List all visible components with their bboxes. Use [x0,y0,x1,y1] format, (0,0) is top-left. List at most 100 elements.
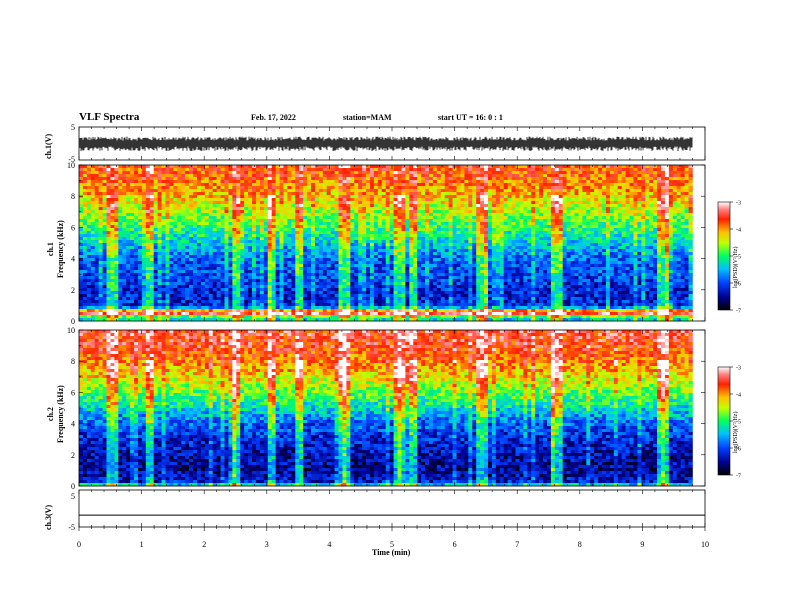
ch1-spectrogram-cell [381,174,387,178]
ch1-spectrogram-cell [330,210,335,214]
ch1-spectrogram-cell [452,270,457,274]
ch1-spectrogram-cell [259,288,265,292]
ch1-spectrogram-cell [275,180,280,184]
ch1-spectrogram-cell [448,276,453,280]
ch1-spectrogram-cell [263,297,269,301]
ch1-spectrogram-cell [421,258,426,262]
ch1-spectrogram-cell [114,273,119,277]
ch1-spectrogram-cell [185,186,190,190]
ch1-spectrogram-cell [137,165,143,169]
ch1-spectrogram-cell [224,243,229,247]
ch1-spectrogram-cell [196,228,202,232]
ch1-spectrogram-cell [440,243,446,247]
ch1-spectrogram-cell [232,240,237,244]
ch1-spectrogram-cell [409,222,414,226]
ch1-spectrogram-cell [216,213,221,217]
ch1-spectrogram-cell [134,255,139,259]
ch1-spectrogram-cell [102,222,107,226]
ch1-spectrogram-cell [381,210,387,214]
ch1-spectrogram-cell [208,294,213,298]
ch1-spectrogram-cell [185,177,190,181]
ch1-spectrogram-cell [244,276,249,280]
ch1-spectrogram-cell [393,291,398,295]
ch1-spectrogram-cell [212,237,217,241]
ch1-spectrogram-cell [149,318,155,322]
ch1-spectrogram-cell [275,177,280,181]
ch1-spectrogram-cell [244,249,249,253]
ch1-spectrogram-cell [255,288,261,292]
ch1-spectrogram-cell [102,246,107,250]
ch1-spectrogram-cell [311,174,316,178]
ch1-spectrogram-cell [90,201,96,205]
ch1-spectrogram-cell [283,225,288,229]
ch1-spectrogram-cell [318,255,324,259]
ch1-spectrogram-cell [314,297,320,301]
ch1-spectrogram-cell [283,318,288,322]
ch1-spectrogram-cell [393,249,398,253]
ch1-spectrogram-cell [200,192,206,196]
ch1-spectrogram-cell [173,225,178,229]
ch1-spectrogram-cell [94,177,99,181]
ch1-spectrogram-cell [90,300,96,304]
ch1-spectrogram-cell [263,270,269,274]
ch1-spectrogram-cell [252,213,257,217]
ch1-spectrogram-cell [145,183,151,187]
ch1-spectrogram-cell [134,216,139,220]
ch1-spectrogram-cell [200,282,206,286]
ch1-spectrogram-cell [240,309,245,313]
ch1-spectrogram-cell [236,318,241,322]
ch1-spectrogram-cell [232,288,237,292]
ch1-spectrogram-cell [314,192,320,196]
ch1-spectrogram-cell [126,267,131,271]
ch1-spectrogram-cell [322,192,328,196]
ch1-spectrogram-cell [267,252,272,256]
ch1-spectrogram-cell [130,261,135,265]
ch1-spectrogram-cell [110,177,115,181]
ch1-spectrogram-cell [452,282,457,286]
ch1-spectrogram-cell [385,168,390,172]
ch1-spectrogram-cell [134,318,139,322]
ch1-spectrogram-cell [350,243,355,247]
ch1-spectrogram-cell [224,171,229,175]
ch1-spectrogram-cell [141,165,147,169]
ch1-spectrogram-cell [413,198,418,202]
ch1-spectrogram-cell [86,189,92,193]
ch1-spectrogram-cell [137,309,143,313]
ch1-spectrogram-cell [452,213,457,217]
ch1-spectrogram-cell [279,285,284,289]
ch1-spectrogram-cell [90,249,96,253]
ch1-spectrogram-cell [102,216,107,220]
ch1-spectrogram-cell [370,282,375,286]
ch1-spectrogram-cell [448,312,453,316]
ch1-spectrogram-cell [263,195,269,199]
ch1-spectrogram-cell [157,201,162,205]
ch1-spectrogram-cell [366,219,371,223]
ch1-spectrogram-cell [314,291,320,295]
ch1-spectrogram-cell [255,186,261,190]
ch1-spectrogram-cell [299,297,304,301]
ch1-spectrogram-cell [106,297,111,301]
ch1-spectrogram-cell [114,195,119,199]
ch1-spectrogram-cell [236,207,241,211]
ch1-spectrogram-cell [385,237,390,241]
ch1-spectrogram-cell [417,177,422,181]
ch1-spectrogram-cell [228,291,233,295]
ch1-spectrogram-cell [90,294,96,298]
ch1-spectrogram-cell [240,246,245,250]
ch1-spectrogram-cell [141,174,147,178]
ch1-spectrogram-cell [440,276,446,280]
ch1-spectrogram-cell [393,264,398,268]
ch1-spectrogram-cell [236,216,241,220]
ch1-spectrogram-cell [448,240,453,244]
ch1-spectrogram-cell [161,282,166,286]
ch1-spectrogram-cell [373,267,379,271]
ch1-spectrogram-cell [157,165,162,169]
ch1-spectrogram-cell [173,192,178,196]
ch1-spectrogram-cell [149,225,155,229]
ch1-spectrogram-cell [334,255,339,259]
ch1-spectrogram-cell [417,267,422,271]
ch1-spectrogram-cell [79,165,84,169]
ch1-spectrogram-cell [130,240,135,244]
ch1-spectrogram-cell [358,303,363,307]
ch1-spectrogram-cell [291,216,296,220]
